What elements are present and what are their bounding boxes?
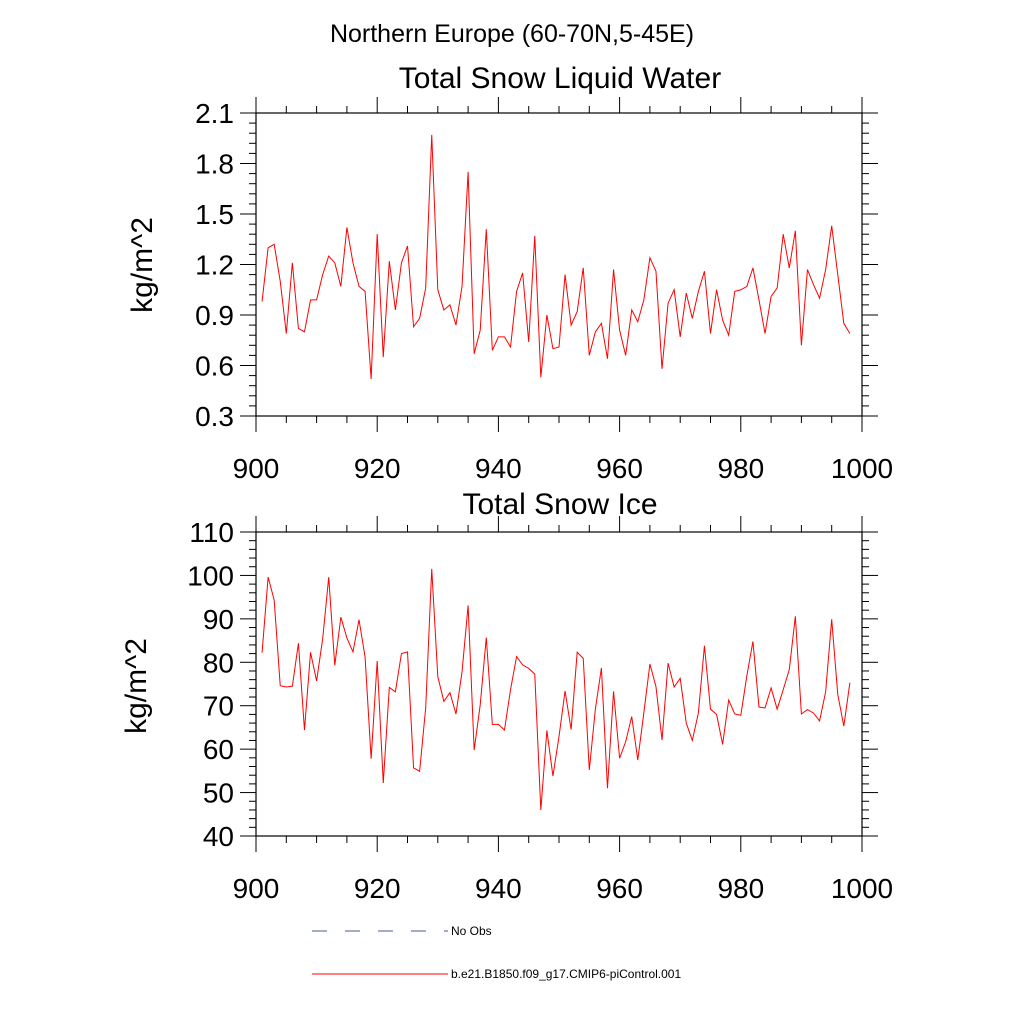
- x-tick-label: 980: [717, 873, 764, 904]
- y-tick-label: 70: [203, 691, 234, 722]
- plot-frame: [255, 112, 863, 417]
- legend-no-obs-label: No Obs: [451, 924, 492, 938]
- y-tick-label: 60: [203, 734, 234, 765]
- x-tick-label: 940: [475, 453, 522, 484]
- x-tick-label: 900: [233, 873, 280, 904]
- y-axis-label: kg/m^2: [120, 638, 153, 734]
- y-tick-label: 110: [189, 517, 234, 548]
- series-line: [261, 568, 851, 810]
- axis-ticks: [240, 97, 878, 432]
- x-tick-label: 1000: [831, 873, 893, 904]
- x-tick-labels: 900 920 940 960 980 1000: [233, 453, 894, 484]
- y-tick-label: 1.2: [195, 250, 234, 281]
- y-tick-label: 2.1: [195, 98, 234, 129]
- y-tick-labels: 0.3 0.6 0.9 1.2 1.5 1.8 2.1: [195, 98, 234, 432]
- y-axis-label: kg/m^2: [126, 217, 159, 313]
- x-tick-labels: 900 920 940 960 980 1000: [233, 873, 894, 904]
- x-tick-label: 900: [233, 453, 280, 484]
- series-line: [261, 134, 851, 380]
- panel-snow-ice: Total Snow Ice kg/m^2 900 920 940 960 980 100…: [120, 488, 893, 904]
- axis-ticks: [240, 516, 878, 852]
- x-tick-label: 920: [354, 873, 401, 904]
- y-tick-label: 0.9: [195, 300, 234, 331]
- panel-title: Total Snow Liquid Water: [399, 62, 721, 95]
- y-tick-labels: 40 50 60 70 80 90 100 110: [187, 517, 234, 852]
- x-tick-label: 960: [596, 873, 643, 904]
- plot-frame: [255, 531, 863, 837]
- y-tick-label: 0.3: [195, 401, 234, 432]
- y-tick-label: 100: [187, 560, 234, 591]
- y-tick-label: 1.5: [195, 199, 234, 230]
- y-tick-label: 90: [203, 604, 234, 635]
- x-tick-label: 980: [717, 453, 764, 484]
- y-tick-label: 0.6: [195, 351, 234, 382]
- x-tick-label: 960: [596, 453, 643, 484]
- x-tick-label: 940: [475, 873, 522, 904]
- x-tick-label: 920: [354, 453, 401, 484]
- x-tick-label: 1000: [831, 453, 893, 484]
- panel-title: Total Snow Ice: [462, 488, 657, 521]
- legend-model-label: b.e21.B1850.f09_g17.CMIP6-piControl.001: [451, 967, 681, 981]
- y-tick-label: 80: [203, 647, 234, 678]
- figure-title: Northern Europe (60-70N,5-45E): [330, 20, 694, 48]
- y-tick-label: 50: [203, 778, 234, 809]
- y-tick-label: 40: [203, 821, 234, 852]
- panel-snow-liquid-water: Total Snow Liquid Water kg/m^2 900 920 940…: [126, 62, 893, 484]
- legend: No Obs b.e21.B1850.f09_g17.CMIP6-piContr…: [312, 924, 681, 981]
- y-tick-label: 1.8: [195, 149, 234, 180]
